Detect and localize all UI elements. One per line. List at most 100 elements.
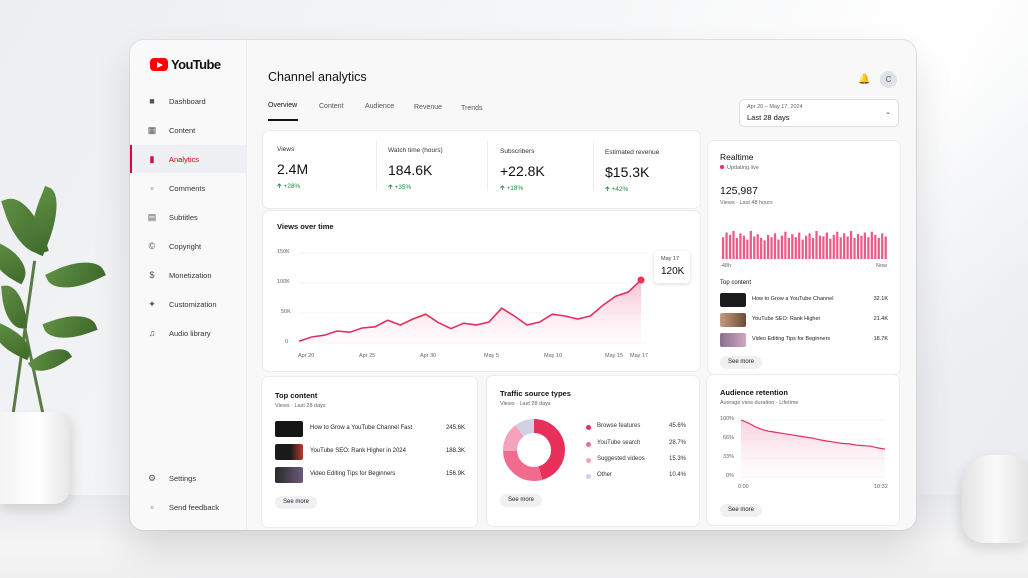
- realtime-bar[interactable]: [746, 239, 749, 259]
- sidebar-item-dashboard[interactable]: ■ Dashboard: [130, 87, 246, 115]
- see-more-button[interactable]: See more: [720, 356, 763, 369]
- realtime-bar[interactable]: [846, 236, 849, 259]
- legend-dot: [586, 442, 591, 447]
- tab-audience[interactable]: Audience: [365, 103, 395, 110]
- realtime-bar[interactable]: [870, 231, 873, 259]
- realtime-bar[interactable]: [791, 234, 794, 259]
- realtime-bar[interactable]: [735, 238, 739, 259]
- legend-item[interactable]: Suggested videos 15.3%: [586, 456, 686, 466]
- see-more-button[interactable]: See more: [500, 494, 543, 507]
- realtime-bar[interactable]: [777, 239, 780, 259]
- sidebar-item-subtitles[interactable]: ▤ Subtitles: [130, 203, 246, 231]
- realtime-bar[interactable]: [849, 231, 853, 259]
- realtime-bar[interactable]: [753, 236, 756, 259]
- realtime-bar[interactable]: [742, 235, 745, 259]
- legend-item[interactable]: YouTube search 28.7%: [586, 440, 686, 450]
- list-item[interactable]: How to Grow a YouTube Channel 32.1K: [720, 293, 888, 309]
- kpi-delta-text: +28%: [283, 183, 301, 190]
- realtime-bar[interactable]: [763, 240, 766, 259]
- realtime-bar[interactable]: [773, 233, 777, 259]
- realtime-bar[interactable]: [756, 234, 759, 259]
- realtime-bar[interactable]: [794, 237, 797, 259]
- tab-content[interactable]: Content: [319, 103, 344, 110]
- tab-revenue[interactable]: Revenue: [414, 104, 443, 111]
- sidebar-item-comments[interactable]: ▫ Comments: [130, 174, 246, 202]
- realtime-bar[interactable]: [780, 235, 784, 259]
- realtime-bar[interactable]: [853, 238, 856, 259]
- sidebar-item-send-feedback[interactable]: ▫ Send feedback: [130, 493, 246, 521]
- realtime-bar[interactable]: [770, 237, 773, 259]
- table-row[interactable]: How to Grow a YouTube Channel Fast 245.6…: [275, 421, 465, 437]
- youtube-logo[interactable]: YouTube: [150, 57, 221, 72]
- realtime-bar[interactable]: [732, 231, 735, 259]
- donut-slice[interactable]: [503, 419, 565, 481]
- notifications-bell-icon[interactable]: 🔔: [858, 74, 871, 85]
- date-range-picker[interactable]: Apr 20 – May 17, 2024 Last 28 days ⌄: [739, 99, 899, 127]
- retention-chart-plot: [740, 419, 886, 478]
- list-item[interactable]: YouTube SEO: Rank Higher 21.4K: [720, 313, 888, 329]
- realtime-bar[interactable]: [760, 238, 763, 259]
- video-thumbnail: [275, 467, 303, 483]
- realtime-bar[interactable]: [725, 232, 728, 259]
- legend-value: 15.3%: [668, 456, 686, 462]
- realtime-bar[interactable]: [815, 231, 818, 259]
- legend-item[interactable]: Other 10.4%: [586, 472, 686, 482]
- see-more-button[interactable]: See more: [720, 504, 763, 517]
- table-row[interactable]: Video Editing Tips for Beginners 156.9K: [275, 467, 465, 483]
- realtime-bar[interactable]: [874, 234, 877, 259]
- realtime-bar[interactable]: [843, 233, 846, 259]
- kpi-estimated-revenue[interactable]: Estimated revenue $15.3K 🡱 +42%: [605, 149, 705, 196]
- realtime-bar[interactable]: [856, 234, 860, 259]
- realtime-bar[interactable]: [808, 233, 811, 259]
- realtime-bar[interactable]: [822, 236, 825, 259]
- realtime-bar[interactable]: [728, 234, 732, 259]
- sidebar-item-audio-library[interactable]: ♫ Audio library: [130, 319, 246, 347]
- tab-overview[interactable]: Overview: [268, 102, 298, 109]
- realtime-bar[interactable]: [832, 234, 835, 259]
- realtime-bar[interactable]: [805, 235, 808, 259]
- legend-item[interactable]: Browse features 45.6%: [586, 423, 686, 433]
- realtime-bar[interactable]: [766, 234, 770, 259]
- realtime-bar[interactable]: [798, 232, 801, 259]
- avatar[interactable]: C: [880, 71, 897, 88]
- list-item[interactable]: Video Editing Tips for Beginners 18.7K: [720, 333, 888, 349]
- donut-slice[interactable]: [503, 419, 565, 481]
- realtime-bar[interactable]: [884, 236, 887, 259]
- realtime-bar[interactable]: [829, 238, 832, 259]
- sidebar-item-analytics[interactable]: ▮ Analytics: [130, 145, 246, 173]
- kpi-views[interactable]: Views 2.4M 🡱 +28%: [277, 146, 377, 193]
- realtime-bar[interactable]: [811, 238, 815, 259]
- live-status-text: Updating live: [727, 165, 759, 171]
- video-views: 21.4K: [873, 316, 888, 322]
- realtime-bar[interactable]: [784, 231, 787, 259]
- realtime-bar[interactable]: [867, 237, 870, 259]
- legend-value: 45.6%: [668, 423, 686, 429]
- realtime-bar[interactable]: [839, 237, 842, 259]
- realtime-bar[interactable]: [722, 237, 725, 259]
- see-more-button[interactable]: See more: [275, 496, 318, 509]
- tooltip-date: May 17: [661, 256, 680, 262]
- realtime-bar[interactable]: [787, 238, 790, 259]
- sidebar-item-copyright[interactable]: © Copyright: [130, 232, 246, 260]
- kpi-delta-text: +35%: [394, 184, 412, 191]
- donut-slice[interactable]: [503, 419, 565, 481]
- realtime-bar[interactable]: [801, 239, 804, 259]
- views-end-point[interactable]: [637, 276, 645, 284]
- realtime-bar[interactable]: [877, 238, 880, 259]
- sidebar-item-settings[interactable]: ⚙ Settings: [130, 464, 246, 492]
- table-row[interactable]: YouTube SEO: Rank Higher in 2024 188.3K: [275, 444, 465, 460]
- kpi-subscribers[interactable]: Subscribers +22.8K 🡱 +18%: [500, 148, 600, 195]
- realtime-bar[interactable]: [739, 233, 742, 259]
- realtime-bar[interactable]: [836, 231, 839, 259]
- realtime-bar[interactable]: [860, 235, 863, 259]
- tab-trends[interactable]: Trends: [461, 105, 483, 112]
- realtime-bar[interactable]: [818, 235, 822, 259]
- sidebar-item-monetization[interactable]: $ Monetization: [130, 261, 246, 289]
- sidebar-item-content[interactable]: ▦ Content: [130, 116, 246, 144]
- realtime-bar[interactable]: [881, 233, 884, 259]
- sidebar-item-customization[interactable]: ✦ Customization: [130, 290, 246, 318]
- realtime-bar[interactable]: [825, 232, 828, 259]
- realtime-bar[interactable]: [749, 231, 752, 259]
- kpi-watch-time[interactable]: Watch time (hours) 184.6K 🡱 +35%: [388, 147, 488, 194]
- realtime-bar[interactable]: [863, 232, 867, 259]
